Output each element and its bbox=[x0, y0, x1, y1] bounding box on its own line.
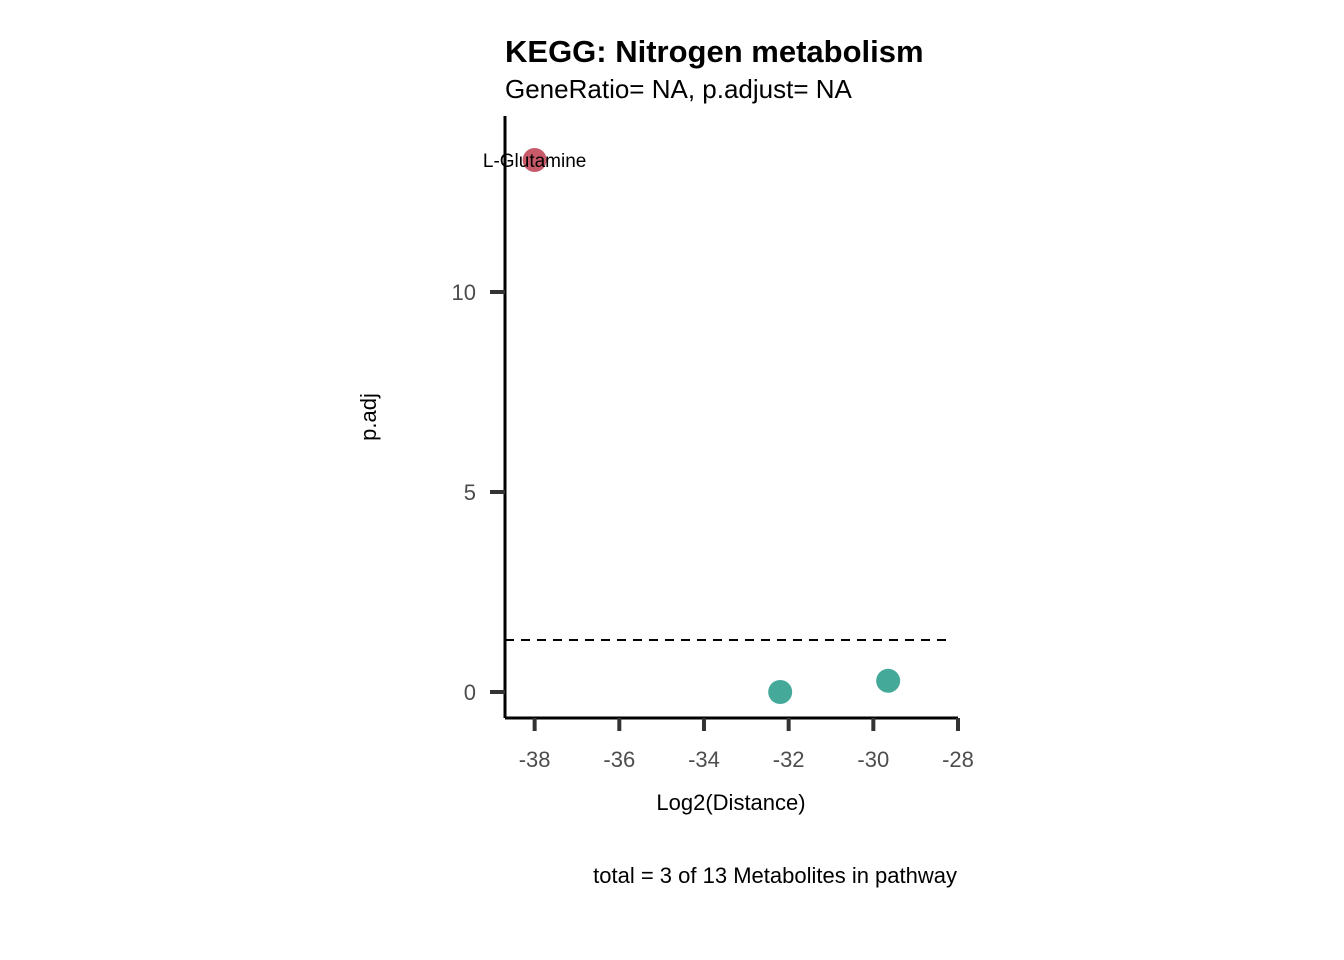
y-axis-label: p.adj bbox=[356, 393, 381, 441]
point-label: L-Glutamine bbox=[483, 151, 587, 172]
y-tick-label: 10 bbox=[452, 280, 476, 305]
x-tick-label: -32 bbox=[773, 747, 805, 772]
x-tick-label: -30 bbox=[857, 747, 889, 772]
x-tick-label: -28 bbox=[942, 747, 974, 772]
plot-area: L-Glutamine bbox=[483, 148, 950, 704]
chart-subtitle: GeneRatio= NA, p.adjust= NA bbox=[505, 74, 853, 104]
x-tick-label: -38 bbox=[519, 747, 551, 772]
x-axis-ticks: -38 -36 -34 -32 -30 -28 bbox=[519, 718, 974, 772]
data-point bbox=[768, 680, 793, 704]
x-tick-label: -34 bbox=[688, 747, 720, 772]
chart-title: KEGG: Nitrogen metabolism bbox=[505, 34, 924, 69]
data-point bbox=[522, 148, 547, 172]
data-point bbox=[876, 668, 901, 693]
y-tick-label: 0 bbox=[464, 680, 476, 705]
y-tick-label: 5 bbox=[464, 480, 476, 505]
x-tick-label: -36 bbox=[603, 747, 635, 772]
x-axis-label: Log2(Distance) bbox=[656, 790, 805, 815]
chart-caption: total = 3 of 13 Metabolites in pathway bbox=[593, 863, 957, 888]
y-axis-ticks: 0 5 10 bbox=[452, 280, 505, 705]
